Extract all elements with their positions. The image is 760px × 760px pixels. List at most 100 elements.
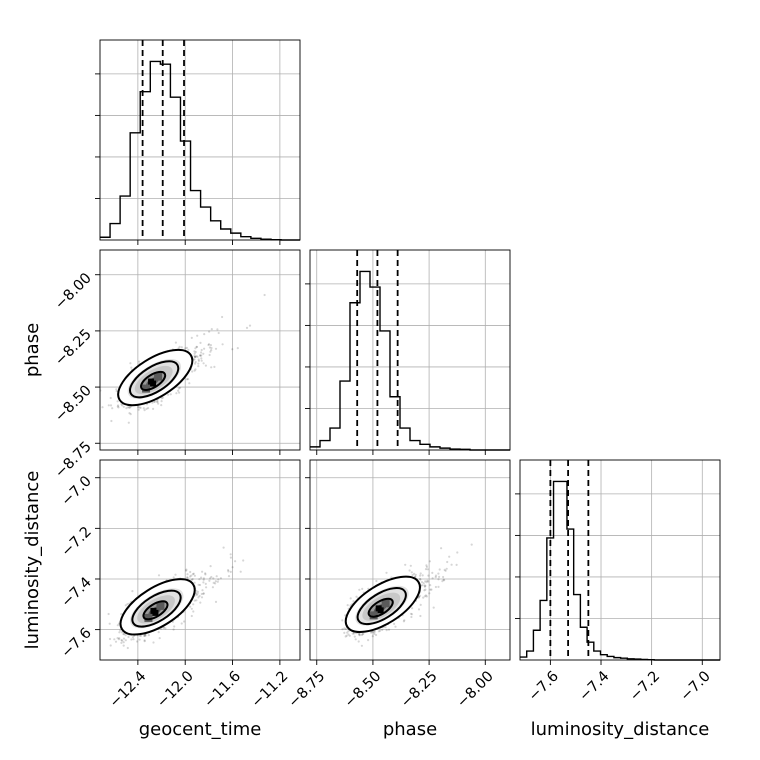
scatter-point	[204, 572, 207, 575]
scatter-point	[190, 574, 193, 577]
scatter-point	[209, 344, 212, 347]
scatter-point	[122, 641, 125, 644]
scatter-point	[205, 586, 208, 589]
scatter-point	[193, 354, 196, 357]
scatter-point	[367, 639, 370, 642]
scatter-point	[117, 406, 120, 409]
scatter-point	[195, 345, 198, 348]
scatter-point	[215, 575, 218, 578]
scatter-point	[199, 341, 202, 344]
scatter-point	[120, 631, 124, 634]
scatter-point	[185, 378, 188, 381]
scatter-point	[196, 334, 199, 337]
scatter-point	[207, 343, 211, 346]
scatter-point	[229, 556, 232, 559]
scatter-point	[180, 622, 183, 625]
scatter-point	[425, 595, 428, 598]
scatter-point	[196, 355, 199, 358]
scatter-point	[192, 572, 195, 575]
scatter-point	[426, 579, 429, 582]
scatter-point	[125, 407, 128, 410]
scatter-point	[411, 607, 414, 610]
contour-line	[356, 587, 407, 626]
scatter-point	[445, 567, 448, 570]
scatter-point	[438, 568, 441, 571]
scatter-point	[360, 644, 363, 647]
scatter-point	[428, 560, 431, 563]
scatter-point	[446, 560, 449, 564]
scatter-point	[227, 575, 231, 578]
scatter-point	[187, 348, 190, 351]
contour-line	[140, 370, 167, 391]
scatter-point	[122, 637, 126, 640]
scatter-point	[107, 612, 110, 616]
scatter-point	[178, 391, 181, 394]
scatter-point	[197, 359, 200, 362]
scatter-point	[198, 354, 202, 357]
scatter-point	[116, 624, 119, 627]
density-peak	[150, 607, 159, 616]
scatter-point	[193, 356, 196, 359]
scatter-point	[418, 594, 422, 597]
scatter-point	[385, 629, 388, 632]
scatter-point	[214, 600, 218, 604]
scatter-point	[431, 571, 434, 575]
scatter-point	[414, 573, 417, 576]
scatter-point	[172, 628, 175, 631]
scatter-point	[194, 347, 197, 350]
panel-frame	[309, 459, 511, 661]
scatter-point	[200, 576, 203, 579]
scatter-point	[143, 639, 146, 642]
scatter-point	[419, 578, 422, 581]
scatter-point	[194, 362, 197, 365]
scatter-point	[177, 389, 180, 392]
scatter-point	[357, 640, 360, 643]
y-axis-label: phase	[22, 323, 43, 377]
scatter-point	[207, 343, 210, 347]
scatter-point	[110, 419, 113, 423]
scatter-point	[248, 324, 252, 327]
scatter-point	[381, 628, 384, 632]
scatter-point	[147, 407, 150, 410]
scatter-point	[373, 631, 376, 634]
scatter-point	[430, 588, 433, 591]
scatter-point	[455, 563, 458, 567]
scatter-point	[192, 603, 195, 606]
scatter-point	[229, 553, 232, 556]
scatter-point	[139, 634, 143, 637]
scatter-point	[426, 568, 429, 571]
scatter-point	[195, 345, 198, 349]
scatter-point	[227, 570, 230, 573]
scatter-point	[191, 370, 194, 373]
scatter-point	[137, 406, 140, 409]
scatter-point	[219, 577, 222, 580]
scatter-point	[375, 633, 378, 637]
scatter-point	[428, 592, 431, 595]
scatter-point	[138, 638, 141, 641]
scatter-point	[358, 588, 361, 591]
scatter-point	[186, 573, 189, 576]
scatter-point	[443, 568, 446, 572]
scatter-point	[444, 569, 447, 572]
scatter-point	[193, 355, 197, 358]
scatter-point	[160, 400, 163, 403]
scatter-point	[118, 637, 121, 640]
scatter-point	[174, 341, 177, 344]
panel-frame	[309, 249, 511, 451]
scatter-point	[431, 577, 434, 580]
scatter-point	[157, 402, 160, 405]
scatter-point	[157, 574, 161, 577]
scatter-point	[200, 596, 204, 599]
scatter-point	[189, 575, 192, 578]
scatter-point	[437, 578, 440, 581]
scatter-point	[160, 404, 163, 407]
scatter-point	[116, 405, 119, 408]
scatter-point	[185, 569, 188, 572]
scatter-point	[116, 637, 119, 640]
scatter-point	[442, 575, 445, 579]
scatter-point	[411, 573, 414, 577]
scatter-point	[200, 359, 203, 362]
scatter-point	[138, 406, 141, 409]
